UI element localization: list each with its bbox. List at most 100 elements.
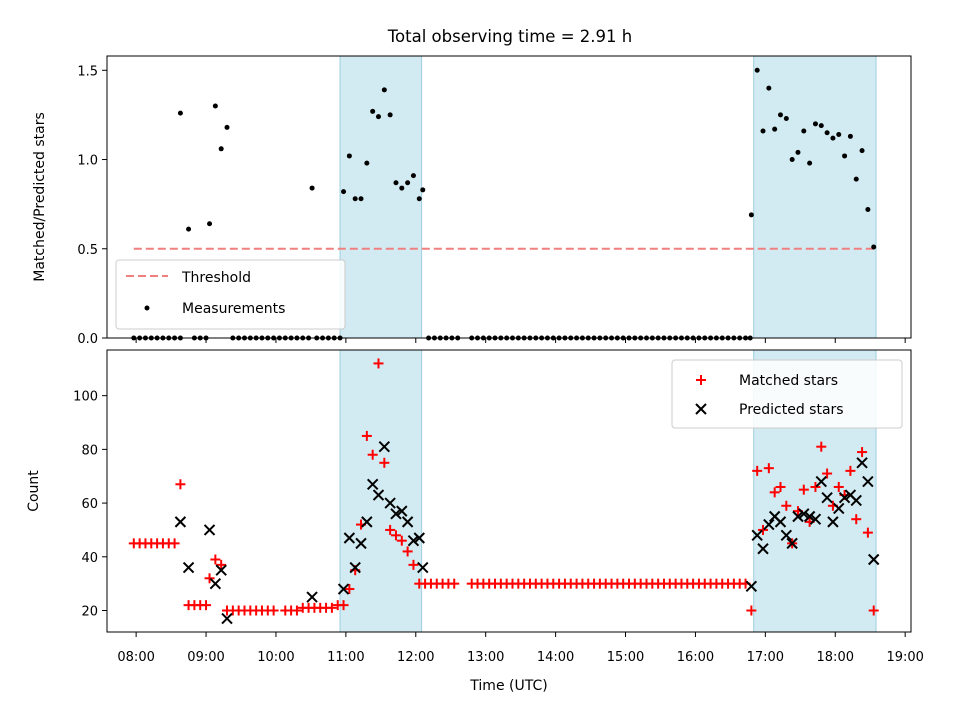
matched-star-point xyxy=(268,605,279,616)
legend-threshold-label: Threshold xyxy=(181,270,251,286)
predicted-star-point xyxy=(786,537,798,550)
predicted-star-point xyxy=(815,475,827,488)
y-tick-label: 80 xyxy=(81,443,98,458)
predicted-star-point xyxy=(174,516,187,528)
predicted-star-point xyxy=(798,508,810,520)
matched-star-point xyxy=(216,559,227,570)
measurement-point xyxy=(807,160,813,166)
measurement-point xyxy=(387,112,393,118)
shaded-interval-2 xyxy=(753,55,877,339)
predicted-star-point xyxy=(757,543,769,555)
matched-star-point xyxy=(201,600,212,611)
measurement-point xyxy=(842,153,848,159)
measurement-point xyxy=(218,146,224,152)
predicted-star-point xyxy=(809,513,822,525)
measurement-point xyxy=(859,148,865,154)
matched-star-point xyxy=(781,500,792,511)
y-tick-label: 0.5 xyxy=(77,243,98,258)
predicted-star-point xyxy=(361,516,373,528)
y-tick-label: 60 xyxy=(81,497,98,512)
bottom-axes-frame xyxy=(106,349,912,633)
matched-star-point xyxy=(210,554,221,565)
predicted-star-point xyxy=(774,516,787,528)
predicted-star-point xyxy=(401,516,414,528)
predicted-star-point xyxy=(372,489,385,501)
x-tick-label: 16:00 xyxy=(677,650,714,665)
x-tick-label: 19:00 xyxy=(886,650,923,665)
predicted-star-point xyxy=(366,478,379,490)
measurement-point xyxy=(393,180,399,186)
measurement-point xyxy=(375,114,381,120)
predicted-star-point xyxy=(203,524,216,536)
top-legend: Threshold Measurements xyxy=(115,259,346,330)
matched-star-point xyxy=(758,524,769,535)
chart-title: Total observing time = 2.91 h xyxy=(387,27,632,46)
matched-star-point xyxy=(175,479,186,490)
measurement-point xyxy=(346,153,352,159)
predicted-star-point xyxy=(780,529,793,542)
predicted-star-point xyxy=(355,537,367,550)
predicted-star-point xyxy=(827,516,839,528)
y-tick-label: 40 xyxy=(81,551,98,566)
predicted-star-point xyxy=(868,553,880,566)
matched-star-point xyxy=(763,463,774,474)
matched-star-point xyxy=(326,602,337,613)
predicted-star-point xyxy=(343,532,356,544)
legend-matched-label: Matched stars xyxy=(739,373,838,389)
measurement-point xyxy=(801,128,807,134)
predicted-star-point xyxy=(792,510,804,523)
matched-star-point xyxy=(746,605,757,616)
matched-star-point xyxy=(868,605,879,616)
predicted-star-point xyxy=(407,534,420,547)
measurement-point xyxy=(358,196,364,202)
y-tick-label: 1.5 xyxy=(77,64,98,79)
x-tick-label: 09:00 xyxy=(187,650,224,665)
matched-star-point xyxy=(449,578,460,589)
predicted-star-point xyxy=(209,577,222,590)
legend-predicted-label: Predicted stars xyxy=(739,402,844,418)
measurement-point xyxy=(777,112,783,118)
matched-star-point xyxy=(408,559,419,570)
matched-star-point xyxy=(361,430,372,441)
predicted-star-point xyxy=(390,508,402,520)
matched-star-point xyxy=(822,468,833,479)
predicted-star-point xyxy=(833,502,845,515)
measurement-point xyxy=(410,173,416,179)
predicted-star-point xyxy=(763,518,775,531)
measurement-point xyxy=(405,180,411,186)
measurement-point xyxy=(789,157,795,163)
predicted-star-point xyxy=(751,529,763,542)
y-tick-label: 100 xyxy=(73,390,98,405)
predicted-star-point xyxy=(417,561,429,574)
predicted-star-point xyxy=(337,583,350,595)
legend-matched-swatch xyxy=(696,375,706,385)
matched-star-point xyxy=(851,514,862,525)
measurement-point xyxy=(766,85,772,91)
matched-star-point xyxy=(169,538,180,549)
y-tick-label: 0.0 xyxy=(77,332,98,347)
matched-star-point xyxy=(833,481,844,492)
measurement-point xyxy=(309,185,315,191)
measurement-point xyxy=(381,87,387,93)
measurement-point xyxy=(186,226,192,232)
matched-star-point xyxy=(857,447,868,458)
matched-star-point xyxy=(402,546,413,557)
predicted-star-point xyxy=(378,440,391,453)
matched-star-point xyxy=(291,605,302,616)
x-tick-label: 13:00 xyxy=(467,650,504,665)
measurement-point xyxy=(212,103,218,109)
legend-measurements-swatch xyxy=(144,305,150,311)
measurement-point xyxy=(812,121,818,127)
measurement-point xyxy=(836,132,842,138)
measurement-point xyxy=(830,135,836,141)
predicted-star-point xyxy=(349,561,361,574)
matched-star-point xyxy=(367,449,378,460)
predicted-star-point xyxy=(856,457,868,469)
bottom-panel: 20 40 60 80 100 08:00 09:00 10:00 11:00 12:00 13:… xyxy=(26,349,924,694)
predicted-star-point xyxy=(221,612,233,625)
measurement-point xyxy=(352,196,358,202)
matched-star-point xyxy=(862,527,873,538)
legend-measurements-label: Measurements xyxy=(182,301,285,317)
matched-star-point xyxy=(845,465,856,476)
measurement-point xyxy=(871,244,877,250)
